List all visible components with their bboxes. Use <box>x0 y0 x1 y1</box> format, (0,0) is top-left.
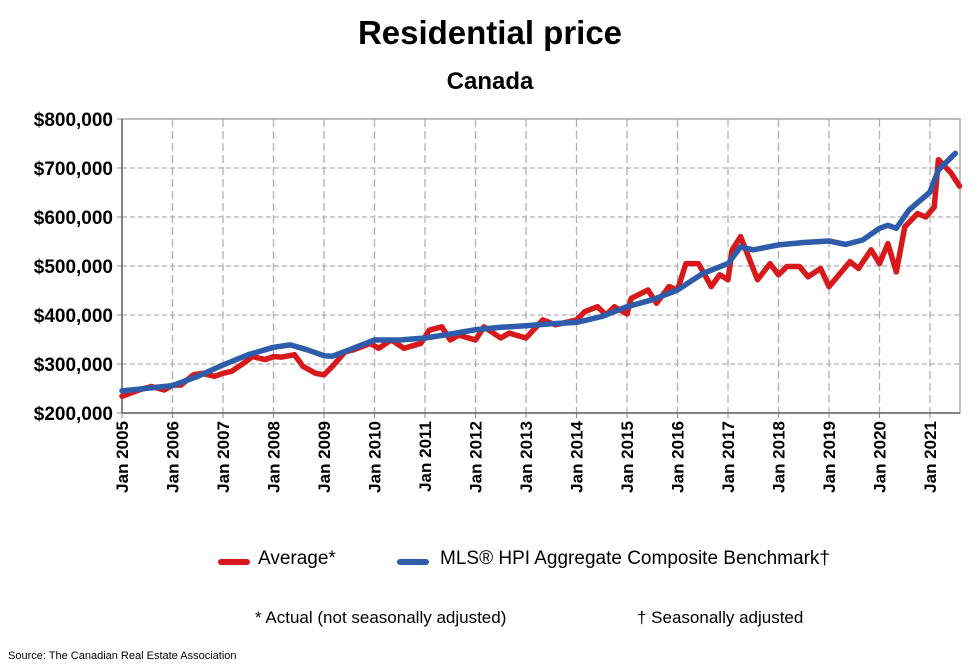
x-tick-label: Jan 2016 <box>669 421 688 493</box>
x-tick-label: Jan 2020 <box>871 421 890 493</box>
series-line-average <box>119 156 963 400</box>
x-tick-label: Jan 2010 <box>366 421 385 493</box>
legend-label-average: Average* <box>258 548 336 569</box>
legend-swatch-average <box>218 559 250 565</box>
x-tick-label: Jan 2019 <box>820 421 839 493</box>
x-tick-label: Jan 2009 <box>315 421 334 493</box>
footnote-seasonal: † Seasonally adjusted <box>637 608 804 627</box>
x-tick-label: Jan 2018 <box>770 421 789 493</box>
x-tick-label: Jan 2012 <box>467 421 486 493</box>
y-tick-label: $200,000 <box>34 404 113 425</box>
y-tick-label: $800,000 <box>34 110 113 131</box>
chart-subtitle: Canada <box>446 68 534 95</box>
x-tick-label: Jan 2021 <box>921 421 940 493</box>
chart-title: Residential price <box>357 14 623 51</box>
series-line-hpi <box>119 150 959 394</box>
y-tick-label: $300,000 <box>34 355 113 376</box>
y-tick-label: $500,000 <box>34 257 113 278</box>
y-tick-label: $600,000 <box>34 208 113 229</box>
x-tick-label: Jan 2015 <box>618 421 637 493</box>
y-tick-label: $400,000 <box>34 306 113 327</box>
x-tick-label: Jan 2013 <box>517 421 536 493</box>
x-tick-label: Jan 2007 <box>214 421 233 493</box>
footnote-actual: * Actual (not seasonally adjusted) <box>255 608 507 627</box>
x-tick-label: Jan 2006 <box>164 421 183 493</box>
source-note: Source: The Canadian Real Estate Associa… <box>8 650 237 662</box>
x-tick-label: Jan 2011 <box>416 421 435 492</box>
y-tick-label: $700,000 <box>34 159 113 180</box>
legend-swatch-hpi <box>397 559 429 565</box>
legend-label-hpi: MLS® HPI Aggregate Composite Benchmark† <box>440 548 830 569</box>
x-tick-label: Jan 2014 <box>568 420 587 492</box>
x-tick-label: Jan 2017 <box>719 421 738 493</box>
x-tick-label: Jan 2005 <box>113 421 132 493</box>
x-tick-label: Jan 2008 <box>265 421 284 493</box>
